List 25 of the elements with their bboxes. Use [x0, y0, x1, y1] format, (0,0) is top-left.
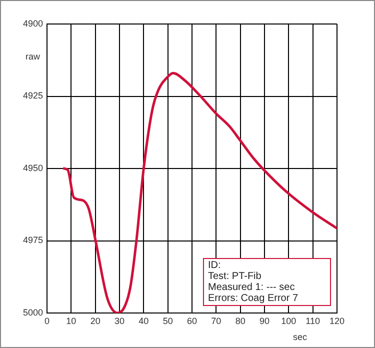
x-tick-label: 110: [306, 316, 320, 326]
x-tick-label: 30: [114, 316, 125, 326]
x-tick-label: 90: [259, 316, 270, 326]
y-tick-label: 4975: [22, 235, 43, 246]
x-tick-label: 120: [329, 316, 345, 326]
y-axis-title: raw: [25, 51, 40, 62]
x-tick-label: 70: [211, 316, 222, 326]
x-tick-label: 80: [235, 316, 246, 326]
y-tick-label: 4900: [22, 18, 43, 28]
annotation: ID:: [208, 260, 222, 271]
y-tick-label: 4950: [22, 162, 43, 173]
line-series: [62, 72, 337, 313]
annotation: Errors: Coag Error 7: [208, 293, 300, 304]
x-tick-label: 20: [90, 316, 100, 326]
x-tick-label: 100: [281, 316, 296, 326]
x-tick-label: 0: [44, 316, 50, 326]
annotation: Measured 1: --- sec: [208, 282, 296, 293]
x-tick-label: 10: [66, 316, 76, 326]
annotation: Test: PT-Fib: [208, 271, 262, 282]
x-tick-label: 40: [138, 316, 149, 326]
x-tick-label: 60: [186, 316, 198, 326]
x-tick-label: 50: [162, 316, 173, 326]
y-tick-label: 4925: [22, 90, 43, 101]
y-tick-label: 5000: [22, 307, 43, 318]
x-axis-title: sec: [292, 332, 308, 342]
